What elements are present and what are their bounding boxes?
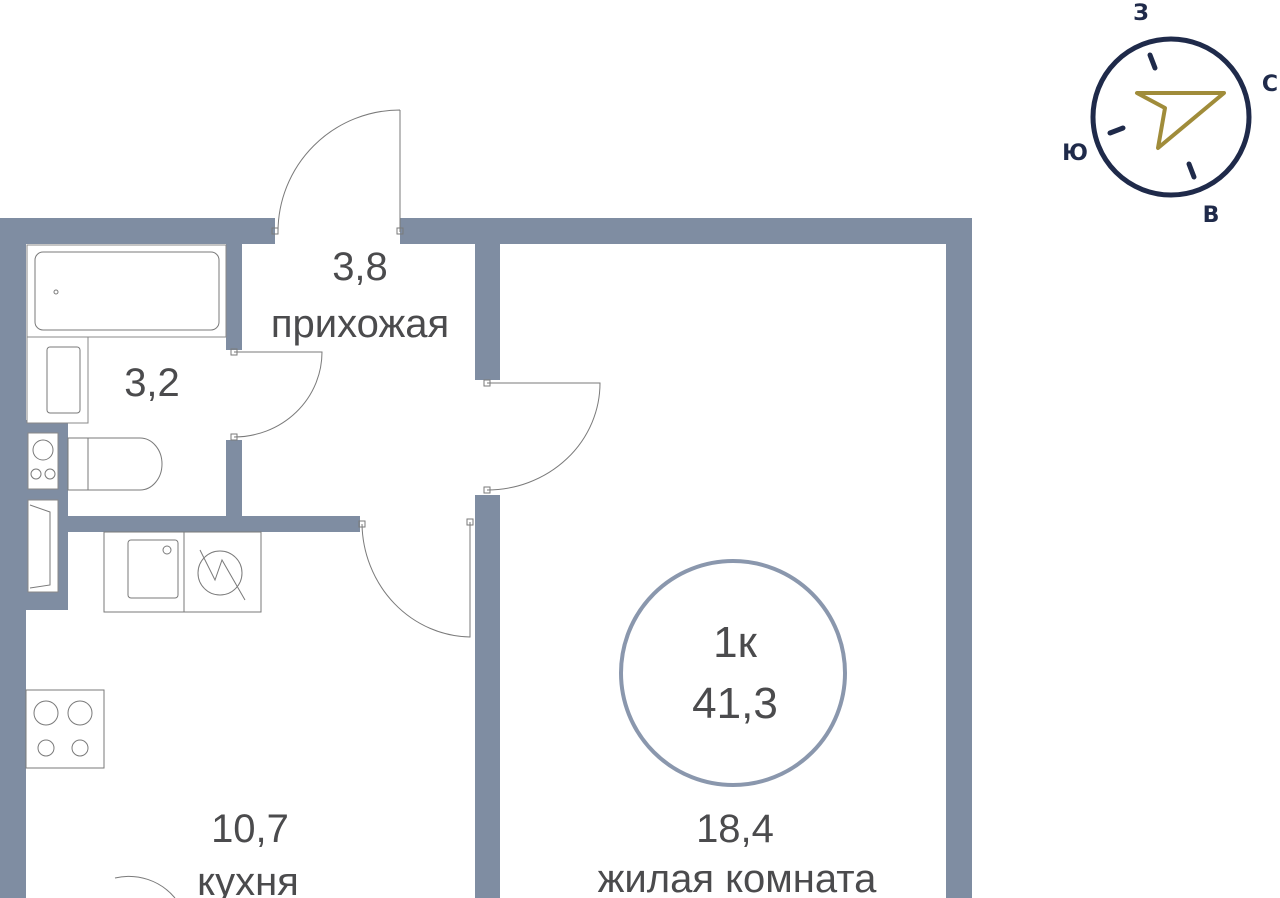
kitchen-sink [127, 539, 179, 599]
doors [114, 109, 601, 898]
kitchen-name: кухня [197, 860, 299, 898]
compass-north: С [1262, 72, 1278, 97]
bath-area: 3,2 [124, 361, 180, 405]
living-area: 18,4 [696, 807, 774, 851]
toilet [87, 437, 163, 491]
compass-east: В [1203, 203, 1220, 228]
hall-name: прихожая [271, 302, 449, 346]
compass-icon: З С Ю В [1062, 1, 1278, 228]
compass-south: Ю [1062, 141, 1088, 166]
hall-area: 3,8 [332, 245, 388, 289]
living-name: жилая комната [598, 857, 877, 898]
compass-west: З [1133, 1, 1149, 26]
fixtures [25, 244, 262, 769]
kitchen-area: 10,7 [211, 807, 289, 851]
sink [46, 346, 81, 414]
total-area: 41,3 [692, 679, 778, 728]
bathtub [34, 251, 220, 331]
summary-badge [619, 559, 847, 787]
room-count: 1к [713, 618, 757, 667]
